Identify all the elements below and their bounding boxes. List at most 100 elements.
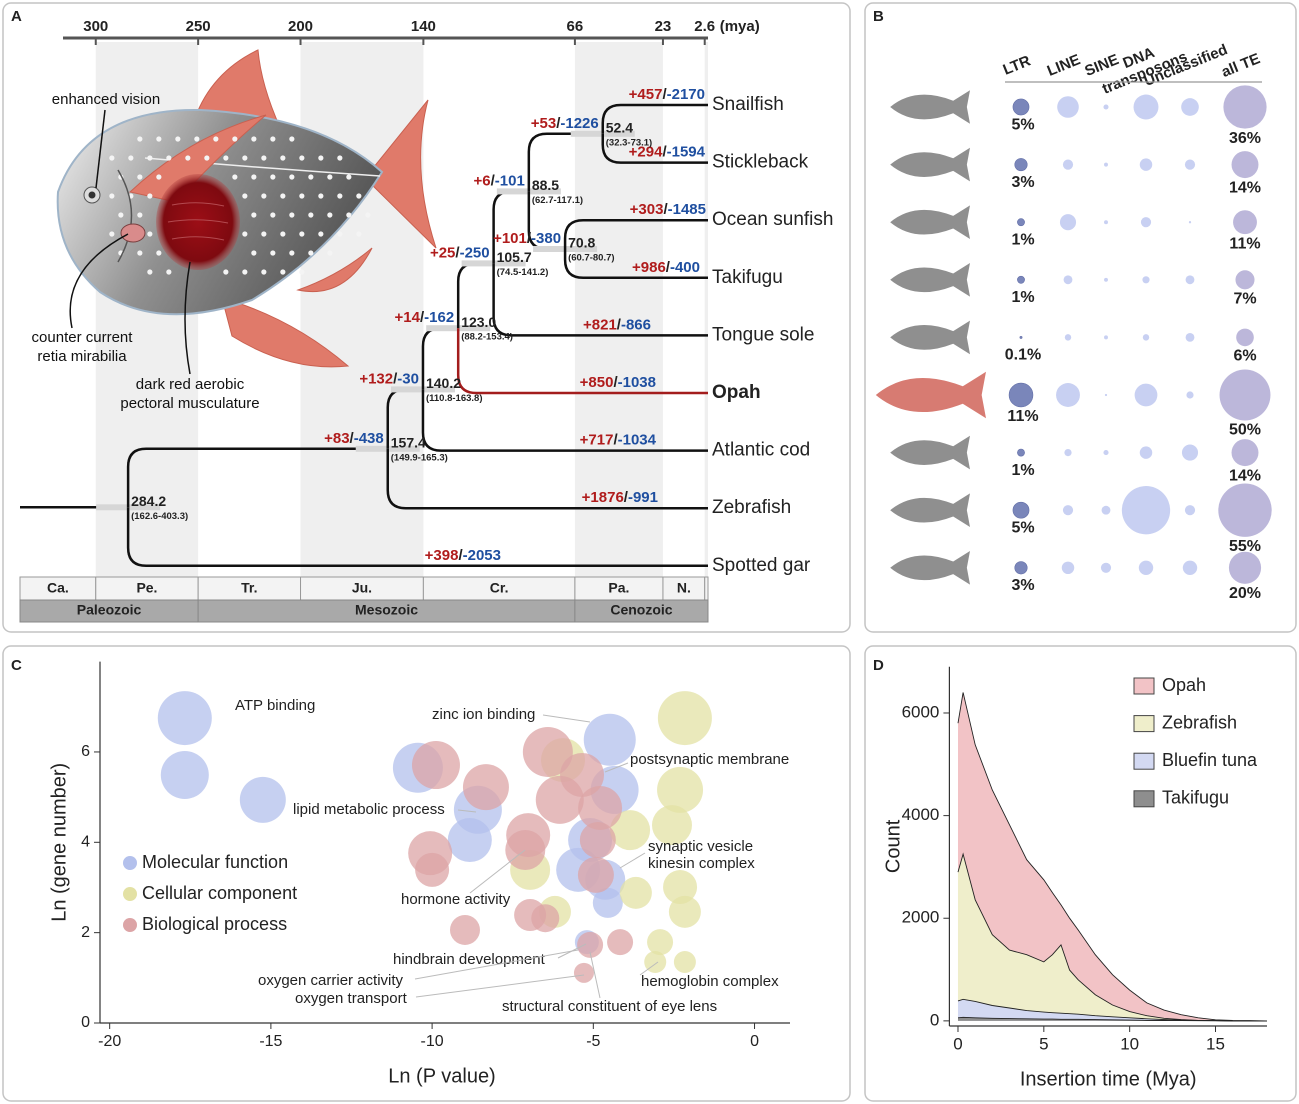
spot: [337, 231, 343, 237]
branch-label: +986/-400: [632, 259, 700, 276]
era-cell: [574, 599, 709, 623]
x-tick-label: 15: [1206, 1034, 1225, 1053]
annotation-leader: [414, 949, 579, 980]
gene-loss: -162: [424, 309, 454, 326]
gene-gain: +850: [580, 374, 614, 391]
bubble: [577, 856, 614, 893]
annotation: enhanced vision: [52, 91, 160, 108]
te-bubble: [1142, 276, 1150, 284]
spot: [308, 250, 314, 256]
spot: [299, 155, 305, 161]
branch-label: +717/-1034: [580, 432, 657, 449]
gene-gain: +717: [580, 432, 614, 449]
node-age: 105.7: [497, 249, 532, 265]
te-label: 50%: [1229, 422, 1261, 439]
gene-gain: +25: [430, 244, 455, 261]
bubble: [462, 764, 509, 811]
legend-label: Bluefin tuna: [1162, 750, 1258, 770]
separator: /: [624, 489, 629, 506]
gene-loss: -2170: [667, 86, 705, 103]
branch-label: +53/-1226: [531, 115, 599, 132]
node-ci: (149.9-165.3): [391, 452, 448, 463]
node-ci: (88.2-153.4): [461, 332, 513, 343]
y-tick-label: 4: [81, 834, 90, 851]
te-bubble: [1104, 162, 1108, 167]
node-age: 140.2: [426, 375, 461, 391]
gene-gain: +294: [629, 144, 663, 161]
te-bubble: [1138, 560, 1154, 575]
annotation: hemoglobin complex: [641, 973, 779, 990]
node-age: 284.2: [131, 493, 166, 509]
time-tick-label: 250: [186, 18, 211, 35]
y-axis-label: Count: [882, 819, 904, 873]
branch-label: +303/-1485: [630, 201, 706, 218]
area-outline: [957, 1016, 1267, 1022]
te-bubble: [1139, 158, 1153, 171]
gene-gain: +6: [474, 172, 491, 189]
te-bubble: [1017, 218, 1025, 227]
te-bubble: [1181, 444, 1199, 461]
period-label: N.: [677, 580, 691, 596]
species-name: Atlantic cod: [712, 440, 810, 461]
era-label: Paleozoic: [77, 602, 142, 618]
te-bubble: [1104, 335, 1108, 340]
te-bubble: [1056, 383, 1080, 407]
annotation: ATP binding: [235, 697, 315, 714]
legend-swatch: [1133, 715, 1155, 733]
annotation: postsynaptic membrane: [630, 751, 789, 768]
spot: [109, 193, 115, 199]
spot: [327, 212, 333, 218]
spot: [242, 231, 248, 237]
spot: [137, 212, 143, 218]
node-ci: (60.7-80.7): [568, 253, 614, 264]
spot: [289, 174, 295, 180]
te-label: 1%: [1011, 231, 1034, 248]
spot: [137, 136, 143, 142]
bubble: [415, 852, 450, 887]
bubble: [577, 931, 604, 958]
te-label: 1%: [1011, 462, 1034, 479]
x-tick-label: -20: [98, 1033, 121, 1050]
bubble: [578, 785, 623, 830]
panel-letter: D: [873, 657, 884, 674]
node-age: 88.5: [532, 177, 559, 193]
separator: /: [613, 432, 618, 449]
branch-label: +398/-2053: [425, 547, 501, 564]
spot: [147, 193, 153, 199]
bubble: [657, 691, 712, 746]
annotation: retia mirabilia: [37, 348, 127, 365]
te-bubble: [1139, 446, 1153, 459]
te-label: 11%: [1007, 408, 1038, 425]
te-bubble: [1133, 94, 1159, 120]
separator: /: [420, 309, 425, 326]
te-bubble: [1064, 334, 1072, 341]
te-label: 55%: [1229, 538, 1261, 555]
period-label: Pe.: [136, 580, 157, 596]
time-unit: (mya): [720, 18, 760, 35]
te-bubble: [1184, 505, 1196, 516]
leader-line: [95, 109, 106, 189]
spot: [232, 136, 238, 142]
period-cell: [704, 576, 709, 601]
anal-fin: [296, 247, 373, 293]
spot: [137, 250, 143, 256]
spot: [242, 269, 248, 275]
species-silhouette: [890, 263, 970, 297]
tail-fin: [364, 99, 437, 249]
spot: [118, 212, 124, 218]
y-tick-label: 4000: [902, 805, 940, 824]
bubble: [535, 775, 584, 824]
spot: [156, 250, 162, 256]
te-bubble: [1228, 551, 1262, 584]
te-bubble: [1231, 151, 1259, 179]
era-label: Cenozoic: [610, 602, 672, 618]
te-label: 5%: [1011, 519, 1034, 536]
branch-label: +850/-1038: [580, 374, 656, 391]
y-tick-label: 0: [930, 1010, 939, 1029]
annotation: kinesin complex: [648, 855, 755, 872]
spot: [147, 231, 153, 237]
annotation-leader: [457, 809, 477, 813]
area: [957, 1017, 1267, 1021]
